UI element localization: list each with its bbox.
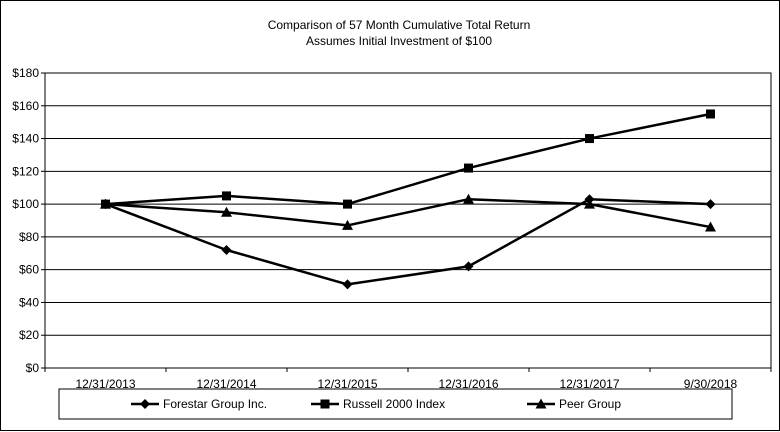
series-triangle bbox=[100, 193, 716, 232]
chart-subtitle: Assumes Initial Investment of $100 bbox=[306, 34, 492, 48]
chart-title: Comparison of 57 Month Cumulative Total … bbox=[268, 18, 531, 32]
legend-marker bbox=[320, 399, 330, 409]
x-tick-label: 12/31/2014 bbox=[196, 377, 256, 391]
y-tick-label: $20 bbox=[19, 328, 39, 342]
axis-layer: $0 $20 $40 $60 $80 $100 $120 $140 $160 $180 12/31/… bbox=[12, 66, 772, 391]
data-point bbox=[463, 261, 474, 272]
data-point bbox=[342, 219, 353, 230]
y-tick-label: $120 bbox=[12, 164, 39, 178]
data-point bbox=[342, 279, 353, 290]
grid-layer bbox=[44, 72, 772, 369]
x-tick-label: 12/31/2017 bbox=[559, 377, 619, 391]
legend-marker bbox=[140, 399, 150, 409]
data-point bbox=[222, 191, 231, 201]
data-point bbox=[221, 245, 232, 255]
series-diamond bbox=[100, 194, 716, 290]
y-tick-label: $160 bbox=[12, 99, 39, 113]
legend-label: Peer Group bbox=[559, 397, 621, 411]
y-tick-label: $60 bbox=[19, 263, 39, 277]
legend-marker bbox=[535, 398, 547, 409]
data-point bbox=[343, 199, 352, 209]
x-tick-label: 12/31/2015 bbox=[317, 377, 377, 391]
legend-label: Forestar Group Inc. bbox=[163, 397, 267, 411]
data-point bbox=[221, 206, 232, 217]
y-tick-label: $80 bbox=[19, 230, 39, 244]
data-point bbox=[584, 198, 595, 209]
legend-item: Russell 2000 Index bbox=[311, 397, 445, 411]
y-tick-label: $100 bbox=[12, 197, 39, 211]
data-point bbox=[705, 221, 716, 232]
legend-box bbox=[58, 388, 733, 420]
y-tick-label: $180 bbox=[12, 66, 39, 80]
data-point bbox=[705, 199, 716, 210]
data-point bbox=[585, 134, 594, 144]
legend-item: Peer Group bbox=[527, 397, 621, 411]
series-line bbox=[105, 197, 711, 286]
legend: Forestar Group Inc. Russell 2000 Index Pee… bbox=[58, 388, 733, 420]
legend-item: Forestar Group Inc. bbox=[131, 397, 267, 411]
x-tick-label: 12/31/2013 bbox=[75, 377, 135, 391]
plot-area bbox=[44, 72, 772, 369]
y-tick-label: $140 bbox=[12, 132, 39, 146]
data-point bbox=[100, 198, 111, 209]
data-point bbox=[706, 109, 715, 119]
data-point bbox=[464, 163, 473, 173]
y-tick-label: $40 bbox=[19, 295, 39, 309]
series-line bbox=[105, 112, 711, 206]
series-line bbox=[105, 197, 711, 229]
legend-label: Russell 2000 Index bbox=[343, 397, 445, 411]
data-point bbox=[463, 193, 474, 204]
x-tick-label: 9/30/2018 bbox=[684, 377, 738, 391]
series-square bbox=[101, 109, 715, 209]
series-layer bbox=[100, 109, 716, 290]
x-tick-label: 12/31/2016 bbox=[438, 377, 498, 391]
y-tick-label: $0 bbox=[26, 361, 40, 375]
